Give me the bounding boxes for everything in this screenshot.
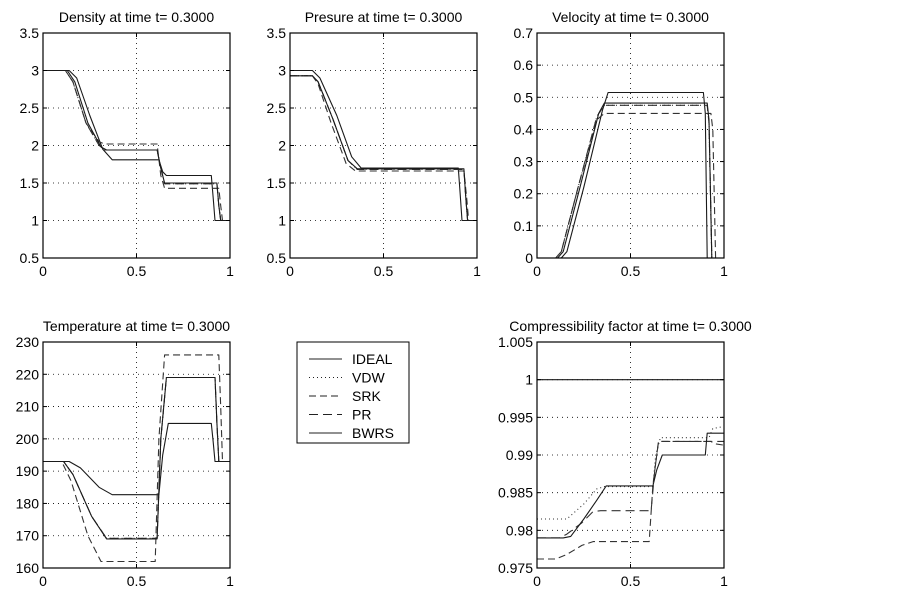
plot-area [43,342,230,568]
y-tick-label: 2 [31,138,39,154]
series-line-ideal [290,69,477,222]
y-tick-label: 230 [16,334,40,350]
series-line-ideal [537,91,724,259]
legend-label: BWRS [352,425,394,441]
y-tick-label: 180 [16,495,40,511]
series-line-bwrs [537,102,724,259]
legend-label: SRK [352,388,381,404]
y-tick-label: 0.2 [514,186,534,202]
y-tick-label: 200 [16,431,40,447]
y-tick-label: 1.5 [267,175,287,191]
y-tick-label: 3 [278,63,286,79]
plot-title: Compressibility factor at time t= 0.3000 [509,318,752,334]
x-tick-label: 1 [473,263,481,279]
x-tick-label: 0.5 [127,263,147,279]
series-line-srk [43,354,230,563]
y-tick-label: 3 [31,63,39,79]
plot-title: Velocity at time t= 0.3000 [552,9,709,25]
y-tick-label: 0.5 [20,250,40,266]
y-tick-label: 160 [16,560,40,576]
plot-title: Temperature at time t= 0.3000 [43,318,230,334]
y-tick-label: 0.5 [267,250,287,266]
y-tick-label: 220 [16,366,40,382]
y-tick-label: 0.99 [506,447,533,463]
y-tick-label: 2.5 [20,100,40,116]
x-tick-label: 0 [533,573,541,589]
plot-area [290,33,477,258]
x-tick-label: 0.5 [127,573,147,589]
velocity-plot: 0 0.1 0.2 0.3 0.4 0.5 0.6 0.7 0 0.5 1 Velocity at t… [514,9,729,279]
x-tick-label: 1 [226,573,234,589]
y-tick-label: 1 [278,213,286,229]
series-line-bwrs [43,376,230,540]
x-tick-label: 0 [39,263,47,279]
legend-label: VDW [352,370,385,386]
y-tick-label: 210 [16,399,40,415]
legend-label: PR [352,407,371,423]
y-tick-label: 2 [278,138,286,154]
y-tick-label: 0.995 [498,409,533,425]
x-tick-label: 0 [533,263,541,279]
y-tick-label: 0.98 [506,522,533,538]
x-tick-label: 0 [286,263,294,279]
x-tick-label: 0.5 [621,573,641,589]
y-tick-label: 0.3 [514,154,534,170]
legend-label: IDEAL [352,351,393,367]
y-tick-label: 1.005 [498,334,533,350]
series-line-ideal [43,422,230,496]
y-tick-label: 0 [525,250,533,266]
y-tick-label: 0.4 [514,121,534,137]
series-line-bwrs [43,69,230,222]
y-tick-label: 0.7 [514,25,534,41]
plot-area [43,33,230,258]
compressibility-plot: 0.975 0.98 0.985 0.99 0.995 1 1.005 0 0.5 1 Compre… [498,318,752,589]
y-tick-label: 170 [16,528,40,544]
y-tick-label: 1 [31,213,39,229]
x-tick-label: 1 [226,263,234,279]
series-line-vdw [537,425,725,520]
temperature-plot: 160 170 180 190 200 210 220 230 0 0.5 1 Temperature… [16,318,234,589]
y-tick-label: 0.975 [498,560,533,576]
y-tick-label: 3.5 [267,25,287,41]
x-tick-label: 0.5 [621,263,641,279]
y-tick-label: 1.5 [20,175,40,191]
series-line-bwrs [537,432,724,539]
x-tick-label: 0 [39,573,47,589]
series-line-bwrs [290,75,477,222]
x-tick-label: 1 [720,573,728,589]
y-tick-label: 0.985 [498,485,533,501]
y-tick-label: 0.5 [514,89,534,105]
legend: IDEAL VDW SRK PR BWRS [296,341,410,444]
y-tick-label: 3.5 [20,25,40,41]
plot-area [537,33,724,258]
plot-title: Density at time t= 0.3000 [59,9,214,25]
y-tick-label: 190 [16,463,40,479]
y-tick-label: 1 [525,372,533,388]
y-tick-label: 0.6 [514,57,534,73]
series-line-pr [537,440,724,539]
y-tick-label: 2.5 [267,100,287,116]
y-tick-label: 0.1 [514,218,534,234]
x-tick-label: 1 [720,263,728,279]
plot-title: Presure at time t= 0.3000 [305,9,463,25]
series-line-srk [290,75,477,222]
x-tick-label: 0.5 [374,263,394,279]
